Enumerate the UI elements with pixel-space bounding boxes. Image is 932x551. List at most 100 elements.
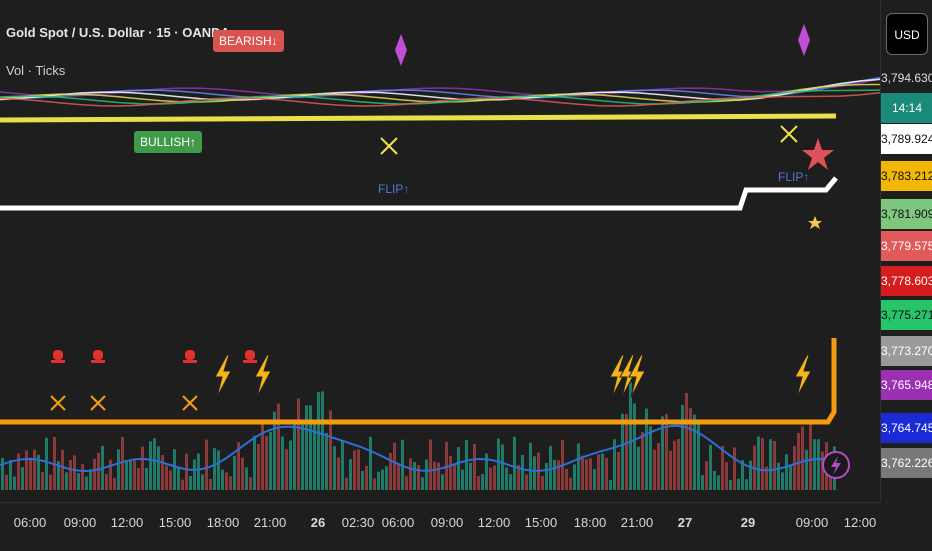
volume-bar bbox=[789, 464, 792, 490]
price-label: 3,762.226 bbox=[881, 448, 932, 478]
volume-bar bbox=[249, 477, 252, 490]
lightning-marker bbox=[254, 354, 272, 398]
lightning-marker bbox=[794, 354, 812, 398]
price-label: 3,778.603 bbox=[881, 266, 932, 296]
volume-bar bbox=[145, 467, 148, 490]
alarm-marker bbox=[245, 350, 255, 360]
time-tick: 09:00 bbox=[795, 515, 829, 530]
volume-bar bbox=[89, 469, 92, 490]
volume-bar bbox=[337, 457, 340, 490]
volume-bar bbox=[801, 426, 804, 490]
symbol-title[interactable]: Gold Spot / U.S. Dollar · 15 · OANDA bbox=[6, 25, 230, 40]
x-marker bbox=[90, 395, 106, 411]
volume-bar bbox=[573, 464, 576, 490]
volume-bar bbox=[117, 449, 120, 490]
price-label: 3,773.270 bbox=[881, 336, 932, 366]
volume-bar bbox=[9, 460, 12, 490]
volume-bar bbox=[413, 461, 416, 490]
volume-bar bbox=[745, 479, 748, 490]
volume-bar bbox=[245, 467, 248, 490]
time-tick: 15:00 bbox=[158, 515, 192, 530]
bearish-signal-label: BEARISH↓ bbox=[213, 30, 284, 52]
volume-bar bbox=[733, 447, 736, 490]
volume-bar bbox=[293, 423, 296, 490]
volume-bar bbox=[817, 439, 820, 490]
volume-bar bbox=[721, 445, 724, 490]
volume-indicator-label[interactable]: Vol · Ticks bbox=[6, 63, 66, 78]
volume-bar bbox=[121, 437, 124, 490]
volume-bar bbox=[33, 449, 36, 490]
price-and-volume-chart bbox=[0, 24, 880, 490]
price-scale[interactable]: USD 3,794.630 14:14 3,789.924 3,783.212 3,78… bbox=[880, 0, 932, 502]
volume-bar bbox=[421, 477, 424, 490]
flip-label-2: FLIP↑ bbox=[778, 170, 810, 184]
time-axis[interactable]: 06:00 09:00 12:00 15:00 18:00 21:00 26 02:30 06:… bbox=[0, 502, 880, 551]
volume-bar bbox=[285, 449, 288, 490]
price-label: 14:14 bbox=[881, 93, 932, 123]
volume-bar bbox=[73, 455, 76, 490]
volume-bar bbox=[21, 467, 24, 490]
volume-bar bbox=[369, 436, 372, 490]
volume-bar bbox=[553, 459, 556, 490]
volume-bar bbox=[109, 459, 112, 490]
volume-bar bbox=[685, 393, 688, 490]
volume-bar bbox=[613, 439, 616, 490]
volume-bar bbox=[201, 474, 204, 490]
volume-bar bbox=[69, 459, 72, 490]
volume-bar bbox=[761, 438, 764, 490]
volume-bar bbox=[513, 436, 516, 490]
volume-bar bbox=[629, 382, 632, 490]
volume-bar bbox=[781, 472, 784, 490]
volume-bar bbox=[149, 441, 152, 490]
price-label: 3,765.948 bbox=[881, 370, 932, 400]
volume-bar bbox=[437, 462, 440, 490]
volume-bar bbox=[645, 408, 648, 490]
volume-bar bbox=[569, 477, 572, 490]
volume-bar bbox=[701, 475, 704, 490]
volume-bar bbox=[405, 476, 408, 490]
volume-bar bbox=[41, 472, 44, 490]
volume-bar bbox=[493, 465, 496, 490]
lightning-icon bbox=[831, 456, 841, 475]
overlay-line bbox=[0, 76, 880, 99]
time-tick: 02:30 bbox=[341, 515, 375, 530]
volume-bar bbox=[49, 474, 52, 490]
volume-bar bbox=[141, 446, 144, 490]
volume-bar bbox=[741, 460, 744, 490]
volume-bar bbox=[585, 459, 588, 490]
volume-bar bbox=[765, 466, 768, 490]
time-tick: 06:00 bbox=[13, 515, 47, 530]
price-label: 3,775.271 bbox=[881, 300, 932, 330]
lightning-marker bbox=[628, 354, 646, 398]
volume-bar bbox=[453, 464, 456, 490]
chart-pane[interactable]: Gold Spot / U.S. Dollar · 15 · OANDA Vol… bbox=[0, 0, 880, 502]
volume-bar bbox=[473, 443, 476, 490]
volume-bar bbox=[253, 435, 256, 490]
volume-bar bbox=[317, 392, 320, 490]
volume-bar bbox=[57, 461, 60, 490]
volume-bar bbox=[389, 453, 392, 490]
volume-bar bbox=[641, 431, 644, 490]
volume-bar bbox=[517, 464, 520, 490]
volume-bar bbox=[717, 475, 720, 490]
volume-bar bbox=[681, 404, 684, 490]
time-tick: 21:00 bbox=[620, 515, 654, 530]
volume-bar bbox=[793, 445, 796, 490]
volume-bar bbox=[93, 458, 96, 490]
alarm-marker bbox=[91, 360, 105, 363]
currency-button[interactable]: USD bbox=[886, 13, 928, 55]
volume-bar bbox=[397, 464, 400, 490]
volume-bar bbox=[277, 403, 280, 490]
bullish-signal-label: BULLISH↑ bbox=[134, 131, 203, 153]
volume-bar bbox=[709, 444, 712, 490]
volume-bar bbox=[349, 458, 352, 490]
volume-bar bbox=[509, 474, 512, 490]
volume-bar bbox=[197, 453, 200, 490]
volume-bar bbox=[597, 454, 600, 490]
volume-bar bbox=[357, 449, 360, 490]
overlay-line bbox=[0, 92, 880, 107]
time-tick: 29 bbox=[740, 515, 756, 530]
volume-bar bbox=[497, 438, 500, 490]
orange-trend-line bbox=[0, 338, 837, 425]
volume-bar bbox=[557, 460, 560, 490]
